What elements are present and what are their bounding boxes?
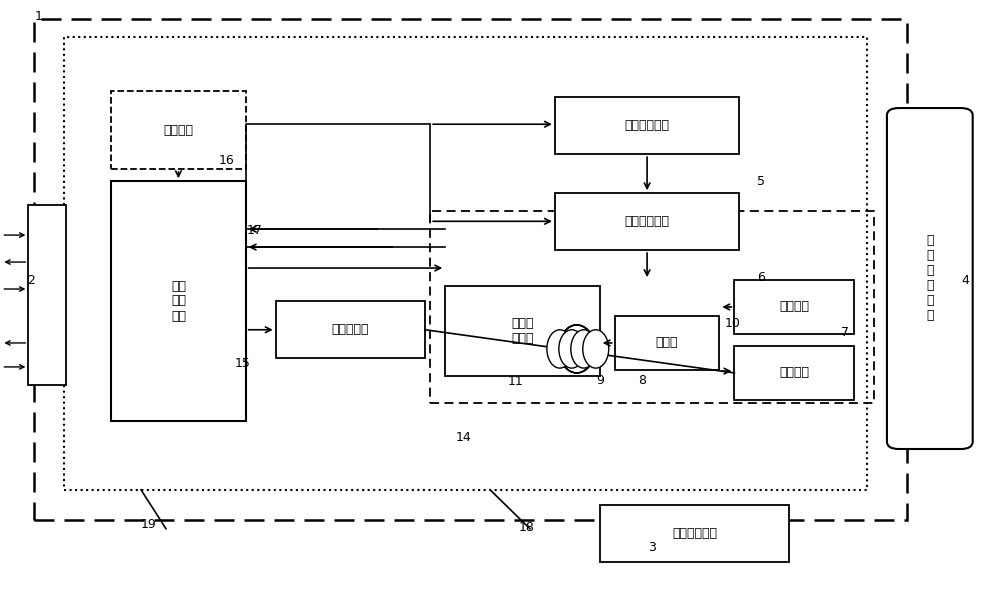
- Text: 16: 16: [219, 154, 235, 167]
- Text: 18: 18: [519, 521, 535, 534]
- Text: 横滚伺服机构: 横滚伺服机构: [625, 215, 670, 228]
- Bar: [555, 98, 739, 154]
- Bar: [734, 346, 854, 400]
- Text: 17: 17: [247, 225, 263, 237]
- Text: 2: 2: [27, 273, 35, 287]
- Text: 11: 11: [508, 375, 524, 388]
- Bar: [276, 301, 425, 358]
- Text: 照明镜头: 照明镜头: [779, 367, 809, 379]
- Bar: [445, 286, 600, 376]
- Bar: [111, 181, 246, 421]
- Text: 9: 9: [596, 374, 604, 387]
- Bar: [64, 37, 867, 490]
- Bar: [600, 504, 789, 562]
- Ellipse shape: [559, 330, 585, 368]
- Text: 14: 14: [455, 431, 471, 444]
- FancyBboxPatch shape: [887, 108, 973, 449]
- Bar: [615, 316, 719, 370]
- Text: 6: 6: [757, 270, 765, 284]
- Ellipse shape: [583, 330, 609, 368]
- Text: 选通成
像传感: 选通成 像传感: [511, 317, 534, 345]
- Text: 照明激光器: 照明激光器: [332, 323, 369, 337]
- Text: 1: 1: [34, 10, 42, 23]
- Bar: [555, 193, 739, 250]
- Ellipse shape: [547, 330, 573, 368]
- Bar: [34, 19, 907, 520]
- Text: 4: 4: [962, 273, 970, 287]
- Text: 组合惯导: 组合惯导: [163, 124, 193, 137]
- Bar: [111, 92, 246, 169]
- Ellipse shape: [571, 330, 597, 368]
- Bar: [734, 280, 854, 334]
- Bar: [430, 211, 874, 403]
- Text: 19: 19: [141, 518, 157, 531]
- Text: 15: 15: [235, 358, 251, 370]
- Text: 8: 8: [639, 374, 647, 387]
- Text: 滤光片: 滤光片: [656, 337, 678, 349]
- Bar: [28, 205, 66, 385]
- Text: 纵摇伺服机构: 纵摇伺服机构: [625, 119, 670, 132]
- Text: 前
视
光
学
窗
口: 前 视 光 学 窗 口: [926, 234, 934, 322]
- Text: 3: 3: [648, 541, 656, 554]
- Text: 7: 7: [841, 326, 849, 339]
- Text: 下视光学窗口: 下视光学窗口: [672, 527, 717, 540]
- Text: 控制
处理
单元: 控制 处理 单元: [171, 279, 186, 323]
- Text: 5: 5: [757, 175, 765, 188]
- Text: 10: 10: [724, 317, 740, 330]
- Text: 成像镜头: 成像镜头: [779, 300, 809, 314]
